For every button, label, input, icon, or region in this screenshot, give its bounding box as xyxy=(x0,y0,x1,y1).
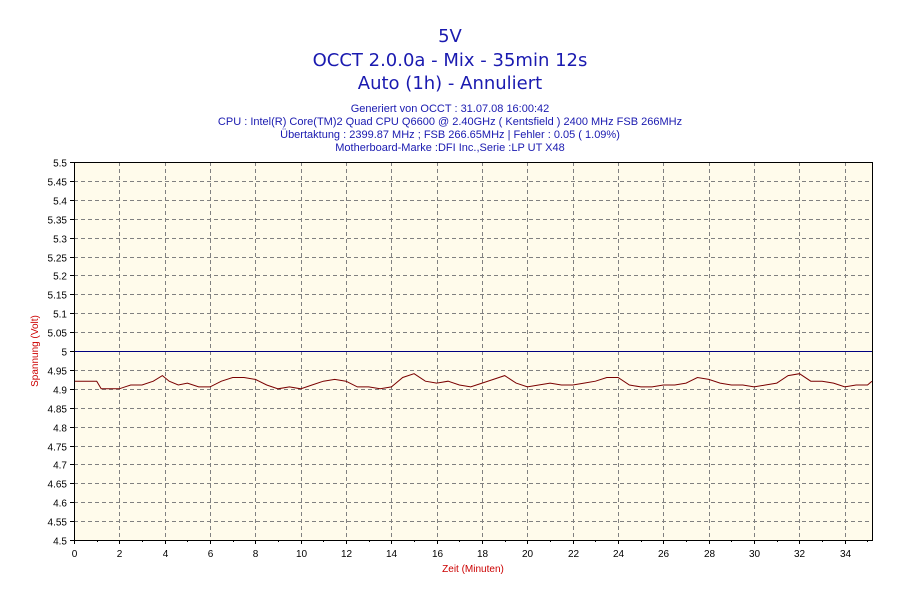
y-tick-label: 4.75 xyxy=(48,443,68,454)
x-tick-label: 28 xyxy=(704,549,716,560)
y-tick-label: 5.15 xyxy=(48,291,68,302)
x-tick-label: 16 xyxy=(432,549,444,560)
y-tick-label: 4.8 xyxy=(53,424,67,435)
x-tick-label: 20 xyxy=(522,549,534,560)
plot-frame xyxy=(74,162,873,541)
series-line-5v xyxy=(74,373,873,390)
x-tick-label: 24 xyxy=(613,549,625,560)
y-tick-label: 5.5 xyxy=(53,159,67,170)
y-tick-label: 5.45 xyxy=(48,178,68,189)
y-tick-label: 5.25 xyxy=(48,254,68,265)
x-tick-label: 0 xyxy=(72,549,78,560)
y-tick-label: 4.7 xyxy=(53,461,67,472)
y-tick-label: 4.9 xyxy=(53,386,67,397)
x-tick-label: 26 xyxy=(658,549,670,560)
x-tick-label: 14 xyxy=(386,549,398,560)
y-tick-label: 5 xyxy=(61,348,67,359)
x-tick-label: 2 xyxy=(117,549,123,560)
y-tick-label: 4.65 xyxy=(48,480,68,491)
y-tick-label: 5.35 xyxy=(48,216,68,227)
x-tick-label: 18 xyxy=(477,549,489,560)
x-tick-label: 30 xyxy=(749,549,761,560)
y-tick-label: 5.05 xyxy=(48,329,68,340)
x-tick-label: 12 xyxy=(341,549,353,560)
x-tick-label: 34 xyxy=(840,549,852,560)
info-motherboard: Motherboard-Marke :DFI Inc.,Serie :LP UT… xyxy=(335,142,565,154)
chart-title: 5V xyxy=(438,26,462,47)
y-tick-label: 4.55 xyxy=(48,518,68,529)
y-tick-label: 5.1 xyxy=(53,310,67,321)
y-tick-label: 5.2 xyxy=(53,272,67,283)
info-cpu: CPU : Intel(R) Core(TM)2 Quad CPU Q6600 … xyxy=(217,116,683,128)
y-tick-label: 4.5 xyxy=(53,537,67,548)
y-tick-label: 4.95 xyxy=(48,367,68,378)
chart-subtitle-test: OCCT 2.0.0a - Mix - 35min 12s xyxy=(312,50,588,71)
x-tick-label: 32 xyxy=(794,549,806,560)
x-tick-label: 10 xyxy=(296,549,308,560)
y-tick-label: 4.85 xyxy=(48,405,68,416)
x-tick-label: 8 xyxy=(253,549,259,560)
y-tick-label: 5.3 xyxy=(53,235,67,246)
x-axis-label: Zeit (Minuten) xyxy=(442,564,504,575)
y-tick-label: 4.6 xyxy=(53,499,67,510)
info-overclock: Übertaktung : 2399.87 MHz ; FSB 266.65MH… xyxy=(280,129,620,141)
y-axis-label: Spannung (Volt) xyxy=(30,315,41,387)
info-generated: Generiert von OCCT : 31.07.08 16:00:42 xyxy=(350,103,550,115)
x-tick-label: 6 xyxy=(208,549,214,560)
chart-subtitle-mode: Auto (1h) - Annuliert xyxy=(357,73,543,94)
y-tick-label: 5.4 xyxy=(53,197,67,208)
x-tick-label: 4 xyxy=(163,549,169,560)
x-tick-label: 22 xyxy=(568,549,580,560)
